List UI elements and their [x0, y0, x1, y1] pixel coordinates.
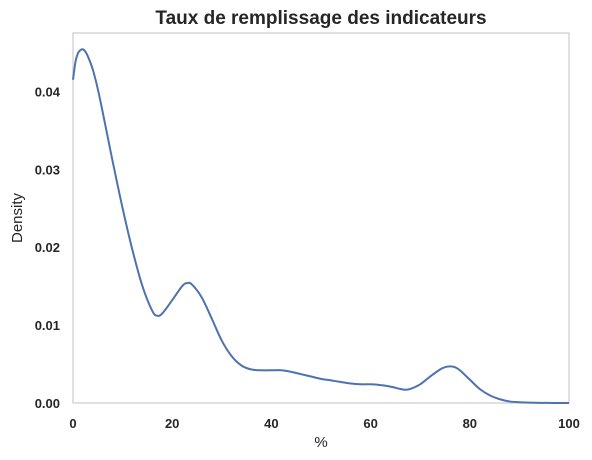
y-tick-label: 0.01: [35, 318, 60, 333]
y-axis-ticks: 0.00 0.01 0.02 0.03 0.04: [35, 84, 61, 411]
series-group: [72, 48, 570, 405]
y-axis-label: Density: [9, 192, 26, 243]
y-tick-label: 0.02: [35, 240, 60, 255]
x-tick-label: 60: [363, 416, 377, 431]
density-line: [72, 48, 570, 405]
x-axis-label: %: [314, 434, 327, 451]
x-tick-label: 0: [69, 416, 76, 431]
chart-title: Taux de remplissage des indicateurs: [155, 8, 486, 29]
plot-area-frame: [72, 32, 570, 404]
x-tick-label: 20: [165, 416, 179, 431]
x-tick-label: 40: [264, 416, 278, 431]
y-tick-label: 0.00: [35, 396, 60, 411]
y-tick-label: 0.04: [35, 84, 61, 99]
x-axis-ticks: 0 20 40 60 80 100: [69, 416, 579, 431]
x-tick-label: 80: [463, 416, 477, 431]
y-tick-label: 0.03: [35, 162, 60, 177]
x-tick-label: 100: [558, 416, 580, 431]
